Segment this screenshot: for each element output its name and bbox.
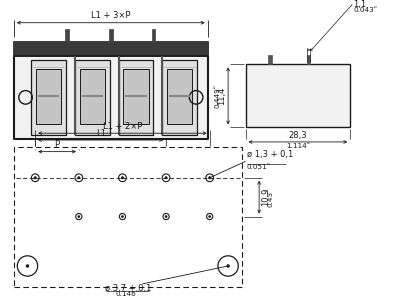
Text: ø 3,7 + 0,1: ø 3,7 + 0,1 xyxy=(105,284,151,293)
Circle shape xyxy=(78,177,80,179)
Bar xyxy=(75,60,110,135)
Circle shape xyxy=(122,216,123,217)
Circle shape xyxy=(34,177,36,179)
Bar xyxy=(80,69,105,124)
Text: 11,4: 11,4 xyxy=(217,87,226,105)
Circle shape xyxy=(26,265,29,267)
Text: 1.114ʺ: 1.114ʺ xyxy=(286,143,310,149)
Bar xyxy=(14,147,242,287)
Text: 0.146ʺ: 0.146ʺ xyxy=(116,291,140,297)
Text: 0.051ʺ: 0.051ʺ xyxy=(246,164,271,170)
Bar xyxy=(109,29,113,42)
Text: 0.43ʺ: 0.43ʺ xyxy=(268,187,274,207)
Text: 10,9: 10,9 xyxy=(261,188,270,206)
Circle shape xyxy=(122,177,124,179)
Bar xyxy=(31,60,66,135)
Bar xyxy=(307,55,310,64)
Text: L1 + 2×P: L1 + 2×P xyxy=(103,122,142,131)
Circle shape xyxy=(227,265,229,267)
Circle shape xyxy=(209,216,210,217)
Text: ø 1,3 + 0,1: ø 1,3 + 0,1 xyxy=(246,150,293,159)
Bar xyxy=(36,69,62,124)
Bar xyxy=(246,64,350,127)
Circle shape xyxy=(165,177,167,179)
Bar xyxy=(65,29,69,42)
Text: 28,3: 28,3 xyxy=(288,131,307,140)
Circle shape xyxy=(165,216,167,217)
Bar xyxy=(118,60,154,135)
Bar xyxy=(124,69,149,124)
Text: P: P xyxy=(54,140,60,149)
Text: 0.043ʺ: 0.043ʺ xyxy=(353,7,377,13)
Text: 1,1: 1,1 xyxy=(353,0,366,9)
Circle shape xyxy=(209,177,211,179)
Bar xyxy=(14,42,208,56)
Bar xyxy=(268,55,272,64)
Text: L1: L1 xyxy=(96,129,106,138)
Text: 0.449ʺ: 0.449ʺ xyxy=(214,84,220,108)
Bar xyxy=(152,29,156,42)
Bar xyxy=(162,60,197,135)
Text: L1 + 3×P: L1 + 3×P xyxy=(91,11,130,20)
Circle shape xyxy=(78,216,80,217)
Bar xyxy=(14,42,208,139)
Bar xyxy=(167,69,192,124)
